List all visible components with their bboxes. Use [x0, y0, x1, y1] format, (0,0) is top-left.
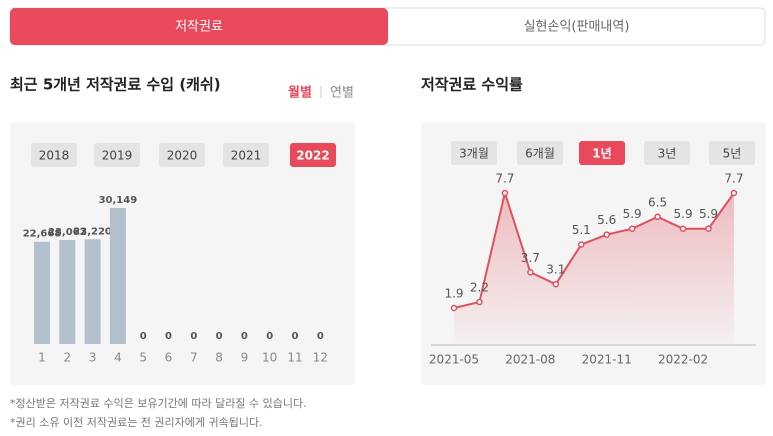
x-tick-label: 4 [114, 351, 122, 365]
button-label[interactable]: 3개월 [459, 147, 489, 161]
bar [109, 208, 126, 344]
tab[interactable] [10, 8, 388, 45]
button-label[interactable]: 5년 [723, 147, 742, 161]
value-label: 0 [317, 331, 324, 342]
note: *권리 소유 이전 저작권료는 전 권리자에게 귀속됩니다. [10, 416, 263, 429]
left-title: 최근 5개년 저작권료 수입 (캐쉬) [10, 76, 221, 94]
value-label: 3.7 [521, 251, 540, 265]
button[interactable] [31, 143, 77, 167]
value-label: 1.9 [444, 287, 463, 301]
button-label[interactable]: 2022 [296, 149, 329, 163]
button[interactable] [709, 141, 755, 165]
value-label: 0 [241, 331, 248, 342]
point [603, 231, 610, 238]
value-label: 0 [266, 331, 273, 342]
value-label: 0 [140, 331, 147, 342]
tab-label[interactable]: 실현손익(판매내역) [524, 20, 630, 35]
x-tick-label: 3 [89, 351, 97, 365]
bar [84, 239, 101, 344]
line [453, 189, 735, 309]
button[interactable] [517, 141, 563, 165]
value-label: 7.7 [724, 172, 743, 186]
button-label[interactable]: 3년 [658, 147, 677, 161]
point [527, 269, 534, 276]
point [628, 225, 636, 232]
note: *정산받은 저작권료 수익은 보유기간에 따라 달라질 수 있습니다. [10, 397, 307, 410]
button[interactable] [451, 141, 497, 165]
right-title: 저작권료 수익률 [421, 76, 523, 94]
x-tick-label: 2 [63, 351, 71, 365]
point [654, 213, 661, 221]
value-label: 30,149 [99, 195, 138, 206]
button-label[interactable]: 1년 [592, 147, 611, 161]
value-label: 5.9 [674, 207, 693, 221]
x-tick-label: 1 [38, 351, 46, 365]
value-label: 3.1 [546, 263, 565, 277]
button-label[interactable]: 2020 [167, 149, 198, 163]
value-label: 0 [292, 331, 299, 342]
tab-label[interactable]: 저작권료 [175, 20, 223, 35]
value-label: 5.1 [572, 223, 591, 237]
bar [34, 241, 50, 344]
value-label: 5.6 [597, 213, 616, 227]
value-label: 5.9 [623, 207, 642, 221]
x-tick-label: 6 [165, 351, 173, 365]
toggle[interactable]: 월별 [288, 85, 312, 101]
point [679, 225, 687, 232]
area [454, 193, 734, 345]
value-label: 23,062 [48, 227, 87, 238]
value-label: 2.2 [470, 281, 489, 295]
value-label: 6.5 [648, 195, 667, 209]
button-label[interactable]: 2019 [102, 149, 133, 163]
point [450, 304, 458, 312]
value-label: 0 [165, 331, 172, 342]
x-tick-label: 2021-11 [582, 353, 632, 367]
value-label: 0 [190, 331, 197, 342]
x-tick-label: 2021-08 [505, 353, 555, 367]
value-label: 5.9 [699, 207, 718, 221]
button[interactable] [290, 143, 336, 167]
point [476, 298, 483, 306]
x-tick-label: 12 [313, 351, 328, 365]
value-label: 23,220 [73, 226, 112, 237]
value-label: 22,668 [23, 229, 62, 240]
button[interactable] [644, 141, 690, 165]
value-label: 0 [216, 331, 223, 342]
x-tick-label: 7 [190, 351, 198, 365]
toggle[interactable]: 연별 [330, 86, 354, 101]
x-tick-label: 10 [262, 351, 277, 365]
button-label[interactable]: 2021 [231, 149, 262, 163]
x-tick-label: 11 [287, 351, 302, 365]
x-tick-label: 9 [241, 351, 249, 365]
bar [59, 239, 76, 344]
x-tick-label: 2022-02 [658, 353, 708, 367]
button-label[interactable]: 2018 [39, 149, 70, 163]
point [552, 280, 560, 288]
button[interactable] [223, 143, 269, 167]
x-tick-label: 5 [139, 351, 147, 365]
x-tick-label: 8 [215, 351, 223, 365]
button[interactable] [579, 141, 625, 165]
button-label[interactable]: 6개월 [525, 147, 555, 161]
point [578, 241, 585, 248]
point [501, 189, 509, 197]
button[interactable] [159, 143, 205, 167]
value-label: 7.7 [495, 172, 514, 186]
point [705, 225, 712, 232]
button[interactable] [94, 143, 140, 167]
point [730, 189, 738, 197]
x-tick-label: 2021-05 [429, 353, 479, 367]
